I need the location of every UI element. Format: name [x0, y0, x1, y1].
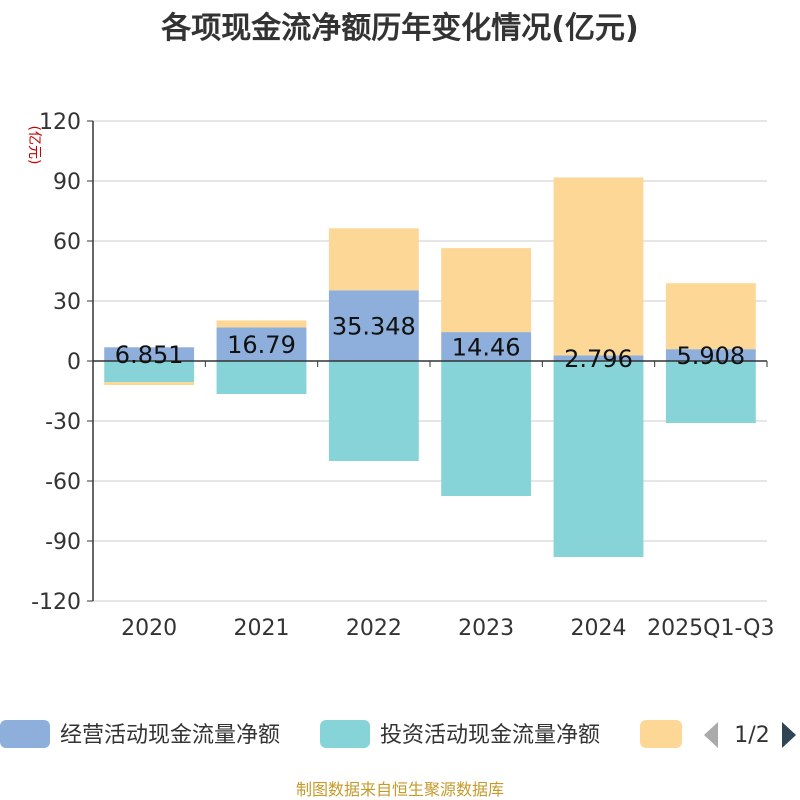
bar-series-1-2020[interactable]: [104, 361, 195, 382]
legend-swatch-third-series[interactable]: [640, 720, 682, 748]
axes: [87, 120, 768, 602]
bar-series-1-2021[interactable]: [216, 361, 307, 394]
x-tick-label: 2020: [121, 616, 177, 641]
legend: 经营活动现金流量净额 投资活动现金流量净额 1/2: [0, 720, 796, 748]
x-tick-label: 2023: [458, 616, 514, 641]
y-axis-unit-label: (亿元): [26, 126, 42, 165]
x-tick-label: 2021: [234, 616, 290, 641]
legend-prev-page-icon[interactable]: [704, 722, 718, 748]
x-tick-label: 2022: [346, 616, 402, 641]
data-label-operating: 5.908: [676, 342, 745, 370]
x-tick-label: 2025Q1-Q3: [647, 616, 774, 641]
data-label-operating: 16.79: [227, 331, 296, 359]
data-source-note: 制图数据来自恒生聚源数据库: [296, 780, 504, 799]
legend-swatch-operating[interactable]: [0, 720, 50, 748]
bar-series-0-2024[interactable]: [553, 355, 644, 361]
legend-next-page-icon[interactable]: [782, 722, 796, 748]
y-tick-label: -30: [45, 410, 81, 435]
data-label-operating: 35.348: [332, 313, 416, 341]
chart-title: 各项现金流净额历年变化情况(亿元): [160, 11, 638, 46]
bar-series-0-2025Q1-Q3[interactable]: [665, 349, 756, 361]
bar-series-0-2020[interactable]: [104, 347, 195, 361]
bars: [104, 177, 756, 557]
bar-series-2-2025Q1-Q3[interactable]: [665, 283, 756, 350]
y-tick-label: 0: [67, 350, 81, 375]
bar-series-1-2025Q1-Q3[interactable]: [665, 361, 756, 423]
legend-label-operating[interactable]: 经营活动现金流量净额: [60, 723, 280, 748]
bar-series-1-2023[interactable]: [441, 361, 532, 496]
y-tick-label: 60: [53, 230, 81, 255]
bar-series-1-2024[interactable]: [553, 361, 644, 557]
y-tick-label: 90: [53, 170, 81, 195]
bar-series-2-2021[interactable]: [216, 320, 307, 328]
data-label-operating: 14.46: [452, 334, 521, 362]
bar-series-2-2024[interactable]: [553, 177, 644, 356]
y-tick-label: -120: [31, 590, 81, 615]
legend-page-indicator: 1/2: [734, 723, 769, 748]
y-tick-label: 30: [53, 290, 81, 315]
bar-series-2-2023[interactable]: [441, 248, 532, 333]
bar-series-2-2020[interactable]: [104, 382, 195, 385]
data-label-operating: 6.851: [115, 341, 184, 369]
y-tick-label: 120: [39, 110, 81, 135]
legend-label-investing[interactable]: 投资活动现金流量净额: [380, 723, 600, 748]
data-labels: 6.851 16.79 35.348 14.46 2.796 5.908: [115, 313, 745, 374]
y-tick-label: -60: [45, 470, 81, 495]
bar-series-0-2022[interactable]: [328, 290, 419, 361]
bar-series-1-2022[interactable]: [328, 361, 419, 461]
data-label-operating: 2.796: [564, 345, 633, 373]
grid-lines: [93, 120, 767, 602]
bar-series-0-2021[interactable]: [216, 327, 307, 361]
y-axis-tick-labels: 120 90 60 30 0 -30 -60 -90 -120: [31, 110, 81, 615]
bar-series-2-2022[interactable]: [328, 228, 419, 291]
legend-swatch-investing[interactable]: [320, 720, 370, 748]
x-tick-label: 2024: [571, 616, 627, 641]
y-tick-label: -90: [45, 530, 81, 555]
bar-series-0-2023[interactable]: [441, 332, 532, 361]
x-axis-tick-labels: 2020 2021 2022 2023 2024 2025Q1-Q3: [121, 616, 774, 641]
